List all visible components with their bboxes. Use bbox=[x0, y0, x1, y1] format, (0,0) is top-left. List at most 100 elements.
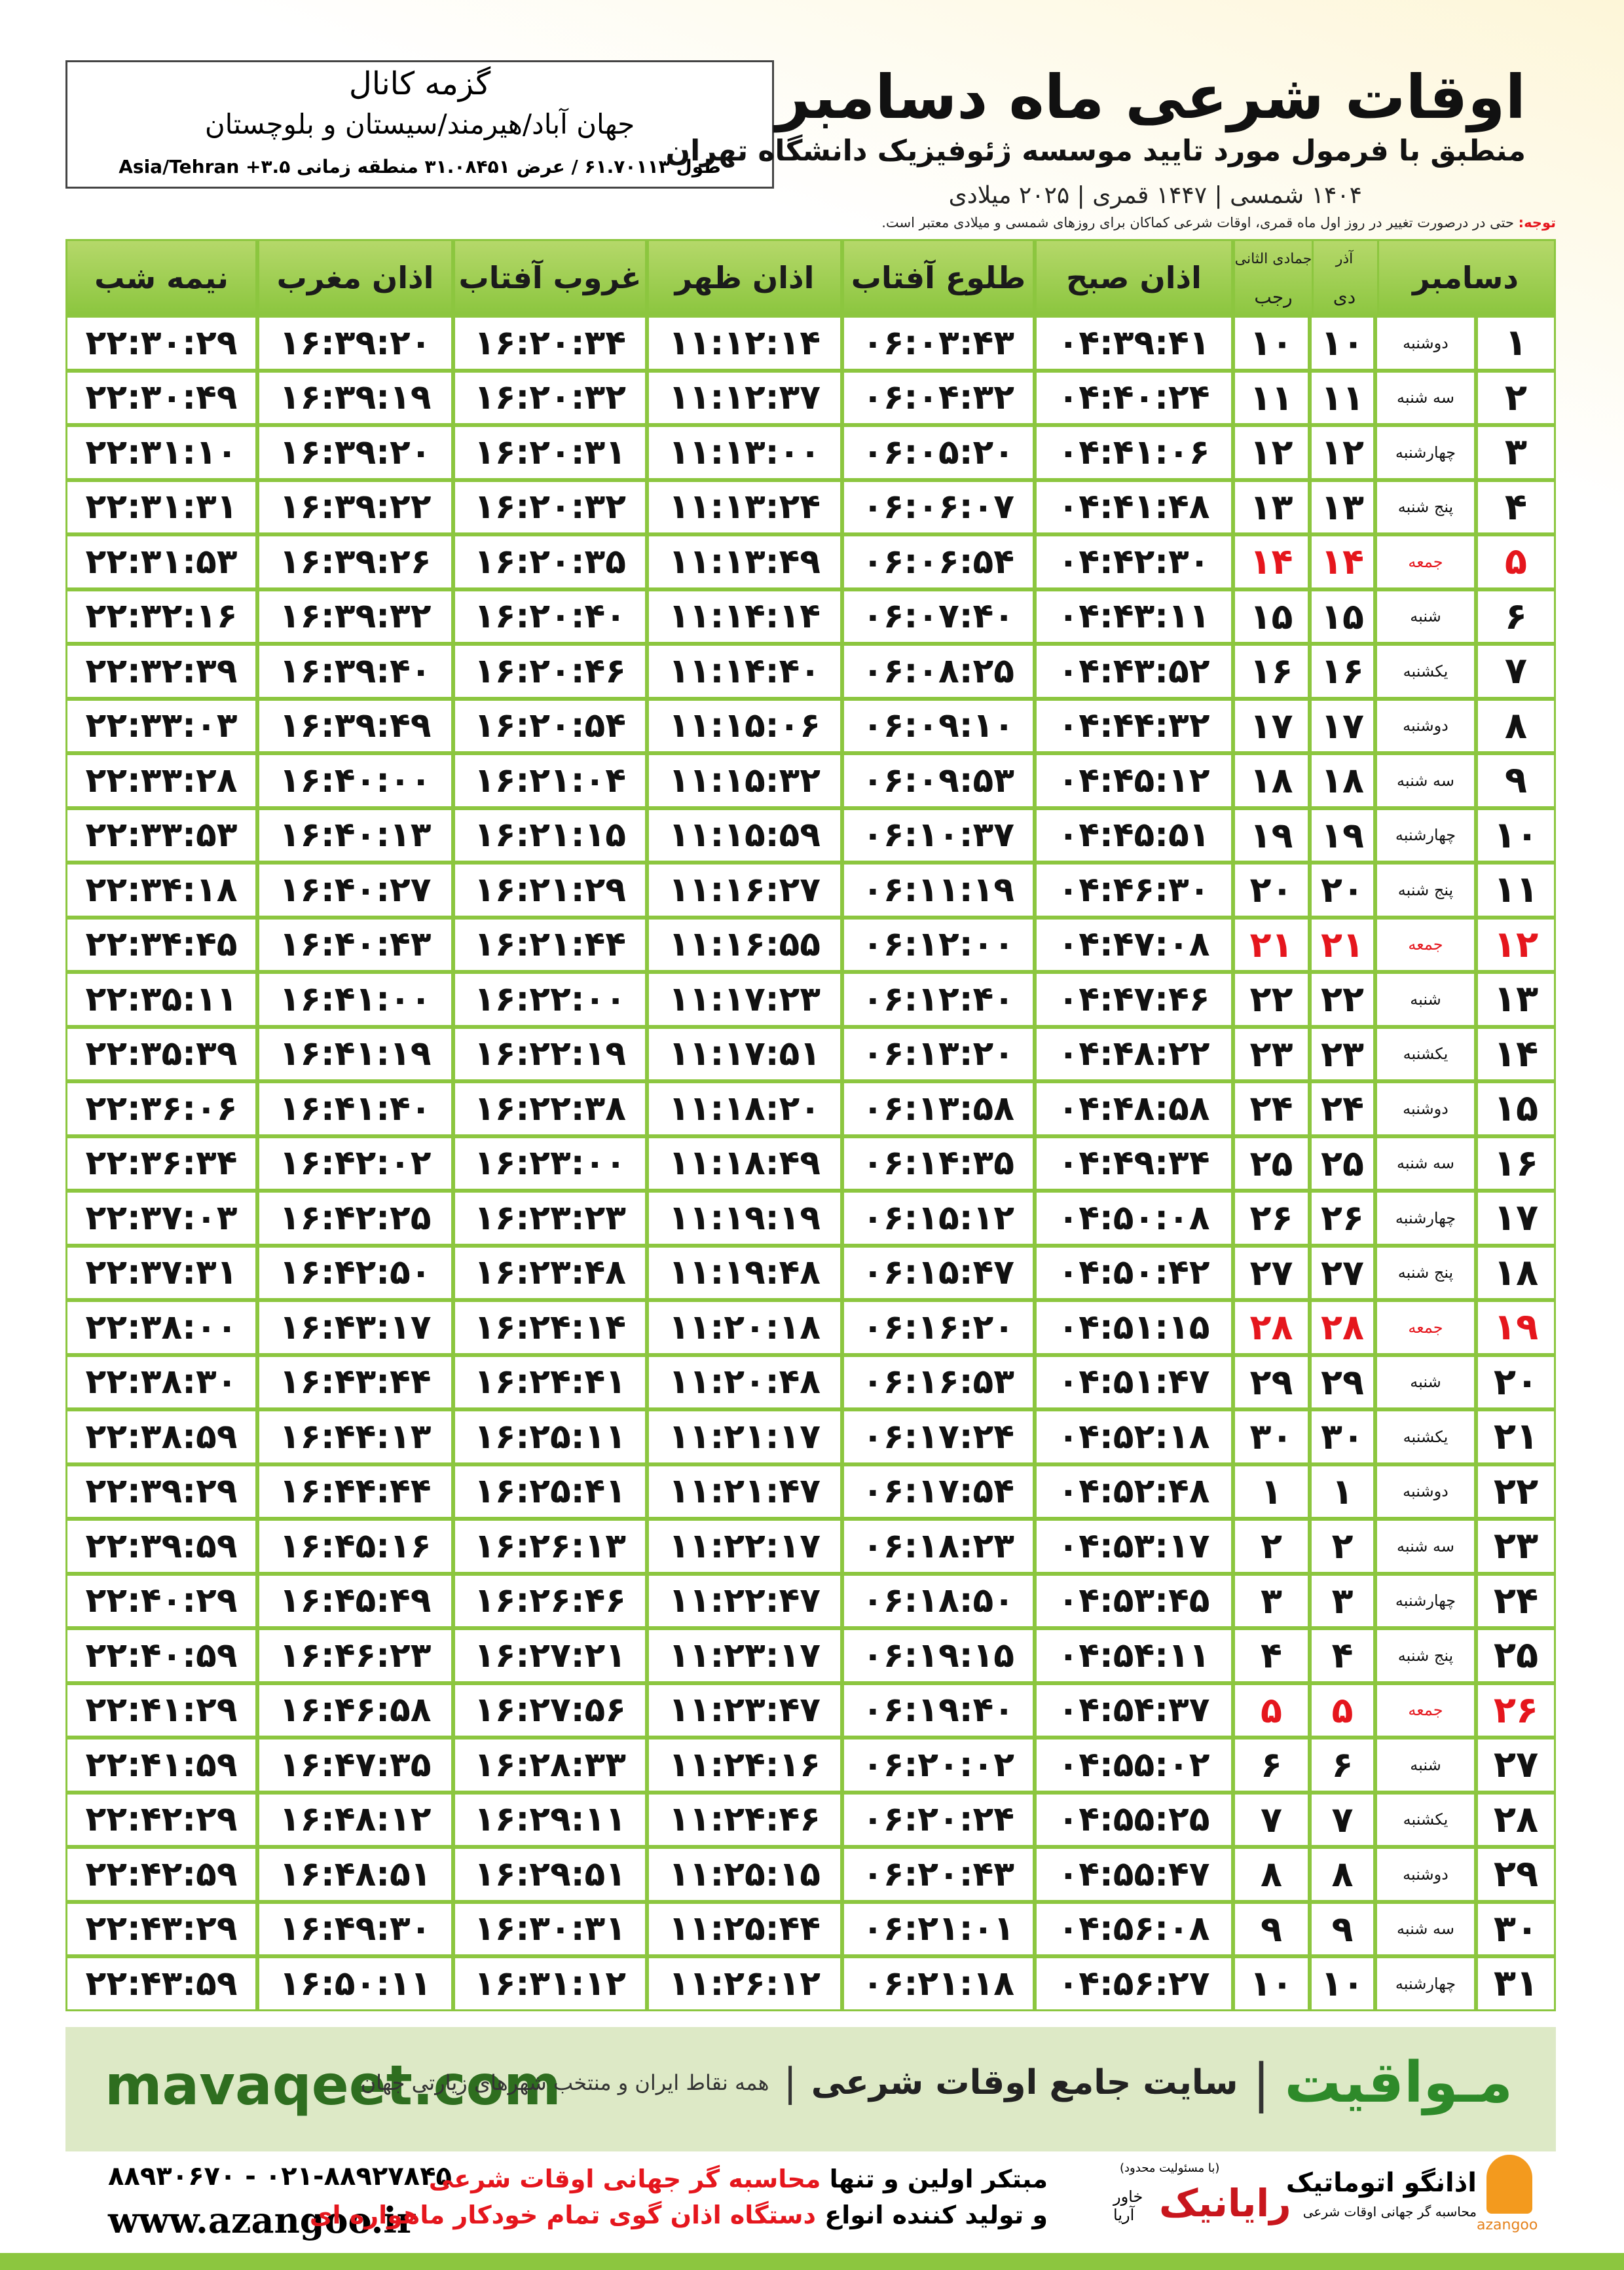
time: ۰۴:۴۷:۰۸ bbox=[1035, 917, 1233, 972]
lunar-day: ۱۰ bbox=[1233, 316, 1310, 371]
solar-day: ۱۸ bbox=[1310, 753, 1375, 808]
weekday: چهارشنبه bbox=[1375, 1573, 1476, 1628]
solar-day: ۲۶ bbox=[1310, 1191, 1375, 1246]
header-date-label: دی bbox=[1333, 286, 1356, 308]
time: ۱۶:۲۰:۴۰ bbox=[453, 589, 647, 644]
time: ۱۶:۳۰:۳۱ bbox=[453, 1901, 647, 1956]
time: ۲۲:۴۰:۲۹ bbox=[65, 1573, 257, 1628]
time: ۰۴:۴۳:۱۱ bbox=[1035, 589, 1233, 644]
time: ۲۲:۳۱:۳۱ bbox=[65, 479, 257, 534]
solar-day: ۱۶ bbox=[1310, 644, 1375, 699]
time: ۱۶:۲۵:۱۱ bbox=[453, 1409, 647, 1464]
lunar-day: ۱۳ bbox=[1233, 479, 1310, 534]
time: ۰۶:۱۴:۳۵ bbox=[842, 1136, 1035, 1191]
day: ۱۱ bbox=[1476, 863, 1556, 918]
header-time: اذان صبح bbox=[1035, 239, 1233, 316]
time: ۱۶:۴۱:۰۰ bbox=[257, 972, 453, 1027]
time: ۱۶:۴۳:۱۷ bbox=[257, 1300, 453, 1355]
time: ۱۶:۲۰:۳۲ bbox=[453, 370, 647, 425]
time: ۰۴:۴۶:۳۰ bbox=[1035, 863, 1233, 918]
time: ۰۶:۱۶:۵۳ bbox=[842, 1354, 1035, 1409]
day: ۵ bbox=[1476, 534, 1556, 589]
time: ۰۴:۵۱:۴۷ bbox=[1035, 1354, 1233, 1409]
day: ۲۳ bbox=[1476, 1519, 1556, 1574]
time: ۱۱:۱۹:۴۸ bbox=[647, 1245, 842, 1300]
weekday: شنبه bbox=[1375, 589, 1476, 644]
logo1: رایانیک bbox=[1159, 2181, 1291, 2225]
time: ۰۶:۱۶:۲۰ bbox=[842, 1300, 1035, 1355]
time: ۱۶:۲۰:۴۶ bbox=[453, 644, 647, 699]
lunar-day: ۱۵ bbox=[1233, 589, 1310, 644]
solar-day: ۱۷ bbox=[1310, 698, 1375, 753]
time: ۰۶:۱۰:۳۷ bbox=[842, 808, 1035, 863]
lunar-day: ۱۴ bbox=[1233, 534, 1310, 589]
time: ۱۱:۱۵:۳۲ bbox=[647, 753, 842, 808]
time: ۱۱:۲۶:۱۲ bbox=[647, 1956, 842, 2011]
lunar-day: ۱۶ bbox=[1233, 644, 1310, 699]
day: ۲۰ bbox=[1476, 1354, 1556, 1409]
day: ۸ bbox=[1476, 698, 1556, 753]
lunar-day: ۲۹ bbox=[1233, 1354, 1310, 1409]
time: ۰۴:۳۹:۴۱ bbox=[1035, 316, 1233, 371]
time: ۱۱:۲۱:۱۷ bbox=[647, 1409, 842, 1464]
lunar-day: ۲۴ bbox=[1233, 1081, 1310, 1136]
solar-day: ۲۸ bbox=[1310, 1300, 1375, 1355]
weekday: سه شنبه bbox=[1375, 1136, 1476, 1191]
weekday: پنج شنبه bbox=[1375, 863, 1476, 918]
time: ۱۶:۴۸:۵۱ bbox=[257, 1847, 453, 1902]
time: ۱۶:۲۲:۱۹ bbox=[453, 1026, 647, 1081]
time: ۱۱:۱۴:۱۴ bbox=[647, 589, 842, 644]
day: ۲۴ bbox=[1476, 1573, 1556, 1628]
time: ۱۱:۱۳:۴۹ bbox=[647, 534, 842, 589]
weekday: چهارشنبه bbox=[1375, 808, 1476, 863]
time: ۰۶:۰۸:۲۵ bbox=[842, 644, 1035, 699]
time: ۱۱:۲۲:۱۷ bbox=[647, 1519, 842, 1574]
solar-day: ۱۰ bbox=[1310, 316, 1375, 371]
time: ۰۴:۵۵:۴۷ bbox=[1035, 1847, 1233, 1902]
solar-day: ۱۴ bbox=[1310, 534, 1375, 589]
time: ۲۲:۳۴:۴۵ bbox=[65, 917, 257, 972]
time: ۱۱:۲۲:۴۷ bbox=[647, 1573, 842, 1628]
time: ۰۴:۴۵:۱۲ bbox=[1035, 753, 1233, 808]
location-region: جهان آباد/هیرمند/سیستان و بلوچستان bbox=[204, 108, 635, 140]
time: ۰۶:۲۱:۱۸ bbox=[842, 1956, 1035, 2011]
solar-day: ۲۵ bbox=[1310, 1136, 1375, 1191]
time: ۱۶:۳۹:۴۹ bbox=[257, 698, 453, 753]
weekday: دوشنبه bbox=[1375, 1847, 1476, 1902]
time: ۰۶:۲۰:۴۳ bbox=[842, 1847, 1035, 1902]
lunar-day: ۷ bbox=[1233, 1792, 1310, 1847]
time: ۲۲:۴۳:۲۹ bbox=[65, 1901, 257, 1956]
time: ۱۱:۲۱:۴۷ bbox=[647, 1464, 842, 1519]
time: ۰۶:۲۰:۰۲ bbox=[842, 1738, 1035, 1793]
time: ۰۴:۵۰:۰۸ bbox=[1035, 1191, 1233, 1246]
time: ۱۶:۲۴:۴۱ bbox=[453, 1354, 647, 1409]
solar-day: ۳ bbox=[1310, 1573, 1375, 1628]
time: ۱۱:۲۴:۴۶ bbox=[647, 1792, 842, 1847]
time: ۰۶:۰۶:۰۷ bbox=[842, 479, 1035, 534]
time: ۰۶:۲۰:۲۴ bbox=[842, 1792, 1035, 1847]
location-coords: طول ۶۱.۷۰۱۱۳ / عرض ۳۱.۰۸۴۵۱ منطقه زمانی … bbox=[119, 156, 721, 177]
time: ۰۶:۱۹:۱۵ bbox=[842, 1628, 1035, 1683]
header-date: آذر دی bbox=[1310, 239, 1379, 320]
time: ۰۴:۵۶:۲۷ bbox=[1035, 1956, 1233, 2011]
time: ۲۲:۳۲:۱۶ bbox=[65, 589, 257, 644]
day: ۱۸ bbox=[1476, 1245, 1556, 1300]
time: ۱۱:۱۶:۵۵ bbox=[647, 917, 842, 972]
day: ۱۰ bbox=[1476, 808, 1556, 863]
tagline: همه نقاط ایران و منتخب شهرهای زیارتی جها… bbox=[360, 2070, 769, 2095]
time: ۰۴:۵۴:۱۱ bbox=[1035, 1628, 1233, 1683]
weekday: شنبه bbox=[1375, 1354, 1476, 1409]
time: ۱۶:۲۵:۴۱ bbox=[453, 1464, 647, 1519]
solar-day: ۸ bbox=[1310, 1847, 1375, 1902]
time: ۱۶:۴۷:۳۵ bbox=[257, 1738, 453, 1793]
weekday: شنبه bbox=[1375, 972, 1476, 1027]
solar-day: ۱۳ bbox=[1310, 479, 1375, 534]
time: ۰۶:۱۵:۱۲ bbox=[842, 1191, 1035, 1246]
logo2: اذانگو اتوماتیک bbox=[1285, 2168, 1477, 2198]
time: ۰۴:۴۴:۳۲ bbox=[1035, 698, 1233, 753]
lunar-day: ۲۵ bbox=[1233, 1136, 1310, 1191]
weekday: پنج شنبه bbox=[1375, 479, 1476, 534]
lunar-day: ۸ bbox=[1233, 1847, 1310, 1902]
time: ۱۶:۲۲:۳۸ bbox=[453, 1081, 647, 1136]
time: ۱۶:۲۳:۰۰ bbox=[453, 1136, 647, 1191]
